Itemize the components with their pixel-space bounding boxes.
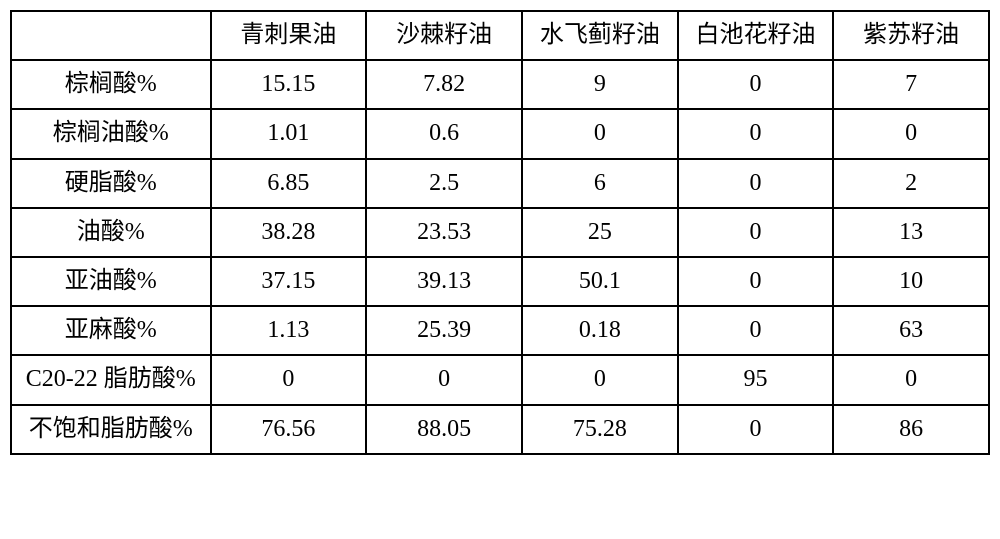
- table-row: 油酸% 38.28 23.53 25 0 13: [11, 208, 989, 257]
- table-header: 青刺果油 沙棘籽油 水飞蓟籽油 白池花籽油 紫苏籽油: [11, 11, 989, 60]
- table-cell: 0: [678, 159, 834, 208]
- table-cell: 25: [522, 208, 678, 257]
- table-cell: 7.82: [366, 60, 522, 109]
- table-cell: 88.05: [366, 405, 522, 454]
- row-label: 不饱和脂肪酸%: [11, 405, 211, 454]
- table-row: C20-22 脂肪酸% 0 0 0 95 0: [11, 355, 989, 404]
- table-cell: 0.18: [522, 306, 678, 355]
- row-label: 亚油酸%: [11, 257, 211, 306]
- header-col-4: 白池花籽油: [678, 11, 834, 60]
- table-cell: 0: [678, 405, 834, 454]
- table-cell: 0: [211, 355, 367, 404]
- header-col-2: 沙棘籽油: [366, 11, 522, 60]
- table-cell: 37.15: [211, 257, 367, 306]
- table-cell: 76.56: [211, 405, 367, 454]
- table-cell: 0: [678, 60, 834, 109]
- table-row: 棕榈酸% 15.15 7.82 9 0 7: [11, 60, 989, 109]
- table-cell: 23.53: [366, 208, 522, 257]
- table-body: 棕榈酸% 15.15 7.82 9 0 7 棕榈油酸% 1.01 0.6 0 0…: [11, 60, 989, 454]
- header-col-3: 水飞蓟籽油: [522, 11, 678, 60]
- row-label: 棕榈油酸%: [11, 109, 211, 158]
- row-label: 亚麻酸%: [11, 306, 211, 355]
- table-cell: 63: [833, 306, 989, 355]
- table-cell: 9: [522, 60, 678, 109]
- fatty-acid-composition-table: 青刺果油 沙棘籽油 水飞蓟籽油 白池花籽油 紫苏籽油 棕榈酸% 15.15 7.…: [10, 10, 990, 455]
- table-cell: 95: [678, 355, 834, 404]
- table-cell: 39.13: [366, 257, 522, 306]
- table-cell: 1.13: [211, 306, 367, 355]
- row-label: 棕榈酸%: [11, 60, 211, 109]
- table-cell: 0: [522, 109, 678, 158]
- table-cell: 75.28: [522, 405, 678, 454]
- row-label: C20-22 脂肪酸%: [11, 355, 211, 404]
- table-cell: 0.6: [366, 109, 522, 158]
- header-col-5: 紫苏籽油: [833, 11, 989, 60]
- row-label: 硬脂酸%: [11, 159, 211, 208]
- table-cell: 2.5: [366, 159, 522, 208]
- table-cell: 0: [522, 355, 678, 404]
- table-cell: 25.39: [366, 306, 522, 355]
- row-label: 油酸%: [11, 208, 211, 257]
- table-cell: 7: [833, 60, 989, 109]
- table-cell: 15.15: [211, 60, 367, 109]
- table-cell: 50.1: [522, 257, 678, 306]
- table-cell: 0: [833, 355, 989, 404]
- table-row: 硬脂酸% 6.85 2.5 6 0 2: [11, 159, 989, 208]
- table-cell: 0: [678, 208, 834, 257]
- table-cell: 10: [833, 257, 989, 306]
- header-empty: [11, 11, 211, 60]
- table-cell: 0: [366, 355, 522, 404]
- table-row: 亚麻酸% 1.13 25.39 0.18 0 63: [11, 306, 989, 355]
- table-cell: 0: [833, 109, 989, 158]
- table-cell: 0: [678, 257, 834, 306]
- table-row: 棕榈油酸% 1.01 0.6 0 0 0: [11, 109, 989, 158]
- table-header-row: 青刺果油 沙棘籽油 水飞蓟籽油 白池花籽油 紫苏籽油: [11, 11, 989, 60]
- table-cell: 0: [678, 306, 834, 355]
- table-row: 亚油酸% 37.15 39.13 50.1 0 10: [11, 257, 989, 306]
- table-cell: 86: [833, 405, 989, 454]
- table-row: 不饱和脂肪酸% 76.56 88.05 75.28 0 86: [11, 405, 989, 454]
- table-cell: 6.85: [211, 159, 367, 208]
- table-cell: 13: [833, 208, 989, 257]
- table-cell: 6: [522, 159, 678, 208]
- header-col-1: 青刺果油: [211, 11, 367, 60]
- table-cell: 0: [678, 109, 834, 158]
- table-cell: 38.28: [211, 208, 367, 257]
- table-cell: 1.01: [211, 109, 367, 158]
- table-cell: 2: [833, 159, 989, 208]
